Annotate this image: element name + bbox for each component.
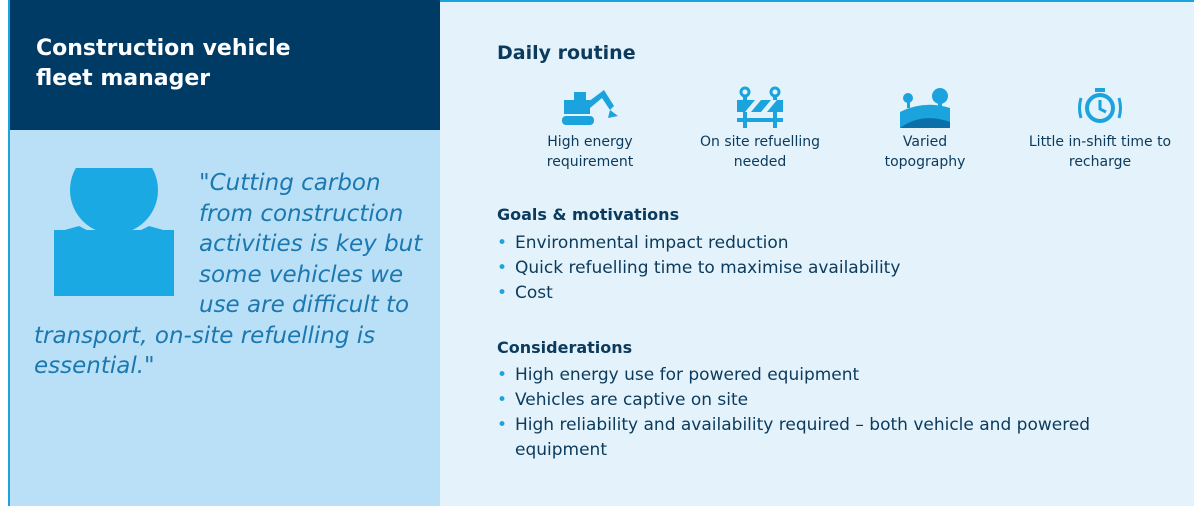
quote-block: "Cutting carbon from construction activi…: [34, 168, 424, 382]
section-heading: Daily routine: [497, 42, 636, 64]
persona-panel: Construction vehicle fleet manager "Cutt…: [8, 0, 440, 506]
routine-label: Varied topography: [884, 134, 966, 170]
landscape-icon: [900, 88, 950, 128]
routine-label: Little in-shift time to recharge: [1028, 134, 1172, 170]
goal: Environmental impact reduction: [497, 231, 1157, 256]
routine-label: On site refuelling needed: [700, 134, 820, 170]
routine-item: On site refuelling needed: [680, 86, 840, 172]
consideration: High energy use for powered equipment: [497, 363, 1157, 388]
details-panel: Daily routine High energy requirement On…: [440, 0, 1194, 506]
avatar: [54, 168, 174, 296]
routine-list: High energy requirement On site refuelli…: [480, 86, 1180, 186]
routine-item: High energy requirement: [535, 86, 645, 172]
considerations-list: High energy use for powered equipment Ve…: [497, 363, 1157, 463]
barrier-icon: [737, 86, 783, 128]
quote: "Cutting carbon from construction activi…: [34, 170, 423, 379]
consideration: High reliability and availability requir…: [497, 413, 1157, 463]
persona-header: Construction vehicle fleet manager: [10, 0, 440, 130]
goal: Cost: [497, 281, 1157, 306]
routine-item: Little in-shift time to recharge: [1020, 86, 1180, 172]
routine-label: High energy requirement: [546, 134, 634, 170]
goals-list: Environmental impact reduction Quick ref…: [497, 231, 1157, 306]
routine-item: Varied topography: [875, 86, 975, 172]
persona-title: Construction vehicle fleet manager: [36, 36, 291, 91]
excavator-icon: [562, 90, 618, 125]
goal: Quick refuelling time to maximise availa…: [497, 256, 1157, 281]
section-heading: Goals & motivations: [497, 205, 680, 224]
alarm-icon: [1078, 88, 1122, 123]
consideration: Vehicles are captive on site: [497, 388, 1157, 413]
section-heading: Considerations: [497, 338, 633, 357]
